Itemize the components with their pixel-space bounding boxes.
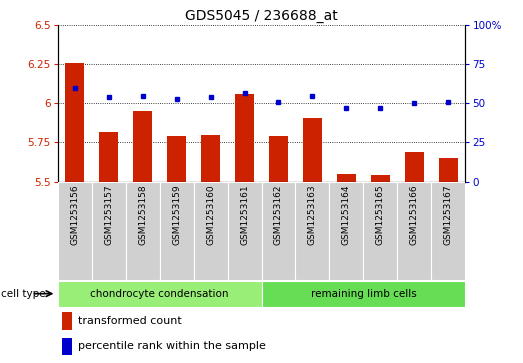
Text: GSM1253162: GSM1253162 (274, 184, 283, 245)
Bar (329, 182, 363, 280)
Bar (397, 182, 431, 280)
Bar (160, 182, 194, 280)
Bar (133, 111, 152, 182)
Text: remaining limb cells: remaining limb cells (311, 289, 416, 299)
Text: percentile rank within the sample: percentile rank within the sample (78, 342, 266, 351)
Bar (262, 182, 295, 280)
Text: GSM1253166: GSM1253166 (410, 184, 419, 245)
Text: GSM1253161: GSM1253161 (240, 184, 249, 245)
Text: GDS5045 / 236688_at: GDS5045 / 236688_at (185, 9, 338, 23)
Bar (337, 174, 356, 182)
Bar (58, 281, 262, 307)
Bar (405, 152, 424, 182)
Bar (228, 182, 262, 280)
Text: GSM1253163: GSM1253163 (308, 184, 317, 245)
Bar (371, 175, 390, 182)
Text: chondrocyte condensation: chondrocyte condensation (90, 289, 229, 299)
Bar (262, 281, 465, 307)
Text: GSM1253159: GSM1253159 (172, 184, 181, 245)
Bar (269, 136, 288, 182)
Bar (431, 182, 465, 280)
Text: GSM1253158: GSM1253158 (138, 184, 147, 245)
Bar (439, 158, 458, 182)
Bar (92, 182, 126, 280)
Text: GSM1253164: GSM1253164 (342, 184, 351, 245)
Bar (126, 182, 160, 280)
Text: GSM1253167: GSM1253167 (444, 184, 453, 245)
Text: cell type: cell type (1, 289, 45, 299)
Bar (62, 338, 72, 355)
Text: GSM1253157: GSM1253157 (104, 184, 113, 245)
Bar (99, 131, 118, 182)
Bar (194, 182, 228, 280)
Bar (235, 94, 254, 182)
Text: GSM1253160: GSM1253160 (206, 184, 215, 245)
Text: GSM1253165: GSM1253165 (376, 184, 385, 245)
Bar (167, 136, 186, 182)
Bar (201, 135, 220, 182)
Bar (62, 312, 72, 330)
Bar (295, 182, 329, 280)
Bar (363, 182, 397, 280)
Text: GSM1253156: GSM1253156 (70, 184, 79, 245)
Text: transformed count: transformed count (78, 316, 181, 326)
Bar (303, 118, 322, 182)
Bar (58, 182, 92, 280)
Bar (65, 63, 84, 182)
